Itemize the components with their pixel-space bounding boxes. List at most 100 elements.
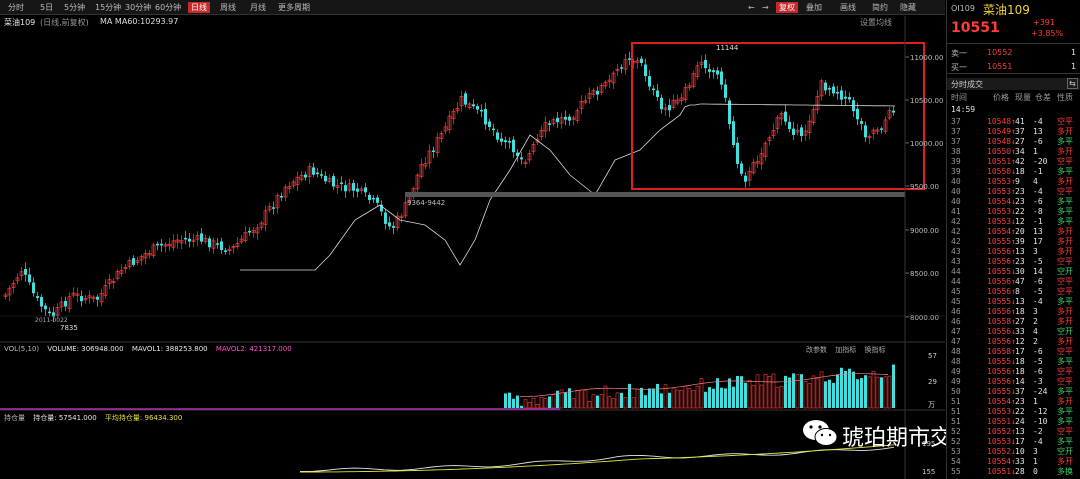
trade-second: 48 [951, 357, 961, 366]
volume-bar [599, 394, 604, 409]
candle-body [771, 130, 776, 137]
draw-button[interactable]: 画线 [840, 3, 856, 12]
trade-second: 44 [951, 267, 961, 276]
candle-body [356, 188, 359, 192]
trade-oi-change: -5 [1033, 257, 1043, 266]
expand-icon[interactable]: ⇆ [1067, 78, 1078, 89]
volume-bar [836, 374, 839, 408]
candle-body [36, 296, 39, 298]
candle-body [299, 175, 304, 180]
trade-type: 多开 [1057, 237, 1073, 246]
candle-body [272, 207, 275, 209]
trade-price: 10552↓ [987, 447, 1016, 456]
volume-bar [587, 401, 592, 409]
candle-body [127, 259, 132, 267]
candle-body [191, 239, 196, 242]
hide-button[interactable]: 隐藏 [900, 3, 916, 12]
candle-body [224, 250, 227, 252]
trade-price: 10555↓ [987, 357, 1016, 366]
trade-row: 46 10556↑ 18 3 多开 [947, 306, 1080, 317]
candle-body [755, 161, 760, 164]
arrow-right-icon[interactable]: → [762, 3, 769, 12]
trade-second: 45 [951, 297, 961, 306]
trade-row: 43 10556↑ 13 3 多开 [947, 246, 1080, 257]
candle-body [388, 222, 391, 227]
simple-button[interactable]: 简约 [872, 3, 888, 12]
candle-body [263, 210, 268, 225]
tab-daily[interactable]: 日线 [188, 2, 210, 13]
quote-header: OI109 菜油109 10551 +391 +3.85% [947, 0, 1080, 44]
chart-mode: (日线,前复权) [40, 18, 89, 27]
candle-body [792, 128, 795, 135]
candle-body [119, 270, 124, 274]
candle-body [19, 271, 24, 277]
adjust-button[interactable]: 复权 [776, 2, 798, 13]
candle-body [156, 243, 159, 246]
trade-type: 空平 [1057, 117, 1073, 126]
trade-volume: 24 [1015, 417, 1025, 426]
candle-body [216, 243, 219, 245]
volume-bar [663, 384, 668, 409]
tab-5day[interactable]: 5日 [40, 3, 54, 12]
trade-volume: 22 [1015, 207, 1025, 216]
candle-body [559, 117, 564, 124]
overlay-button[interactable]: 叠加 [806, 3, 822, 12]
candle-body [432, 150, 435, 152]
trade-row: 45 10556↑ 8 -5 空平 [947, 286, 1080, 297]
trade-row: 53 10552↓ 10 3 空开 [947, 446, 1080, 457]
trade-second: 55 [951, 467, 961, 476]
period-toolbar: 分时 5日 5分钟 15分钟 30分钟 60分钟 日线 周线 月线 更多周期 ←… [0, 0, 945, 15]
volume-bar [811, 375, 816, 409]
trade-volume: 17 [1015, 437, 1025, 446]
trade-price: 10553↓ [987, 407, 1016, 416]
th-time: 时间 [951, 93, 967, 102]
volume-bar [724, 388, 727, 408]
tab-60min[interactable]: 60分钟 [155, 3, 182, 12]
volume-bars [504, 364, 895, 409]
candle-body [587, 93, 592, 99]
quote-price: 10551 [951, 20, 1000, 36]
trade-oi-change: 3 [1033, 307, 1038, 316]
volume-bar [880, 377, 883, 408]
tab-5min[interactable]: 5分钟 [64, 3, 86, 12]
candle-body [699, 61, 704, 65]
candle-body [447, 115, 452, 131]
tab-monthly[interactable]: 月线 [250, 3, 266, 12]
arrow-left-icon[interactable]: ← [748, 3, 755, 12]
trade-row: 40 10553↑ 9 4 多开 [947, 176, 1080, 187]
candle-body [283, 186, 288, 198]
tab-15min[interactable]: 15分钟 [95, 3, 122, 12]
tab-weekly[interactable]: 周线 [220, 3, 236, 12]
mavol1-line [519, 373, 889, 397]
trade-second: 42 [951, 237, 961, 246]
trade-volume: 22 [1015, 407, 1025, 416]
candle-body [83, 297, 88, 301]
ma-settings-button[interactable]: 设置均线 [860, 18, 892, 27]
volume-bar [871, 370, 876, 409]
trade-second: 39 [951, 157, 961, 166]
trade-price: 10550↑ [987, 147, 1016, 156]
add-indicator-button[interactable]: 加指标 [835, 346, 857, 354]
trade-type: 多开 [1057, 227, 1073, 236]
candle-body [320, 174, 323, 176]
tab-more-periods[interactable]: 更多周期 [278, 3, 310, 12]
candles [3, 51, 895, 322]
trade-second: 51 [951, 397, 961, 406]
trade-row: 49 10556↑ 18 -6 空平 [947, 366, 1080, 377]
quote-name: 菜油109 [983, 3, 1030, 17]
trades-title-bar: 分时成交 ⇆ [947, 78, 1080, 90]
trade-volume: 30 [1015, 267, 1025, 276]
tab-30min[interactable]: 30分钟 [125, 3, 152, 12]
trade-second: 37 [951, 127, 961, 136]
volume-bar [539, 397, 544, 409]
candle-body [435, 137, 440, 153]
trade-price: 10548↓ [987, 137, 1016, 146]
volume-bar [699, 378, 704, 409]
swap-indicator-button[interactable]: 换指标 [864, 346, 886, 354]
trade-volume: 10 [1015, 447, 1025, 456]
edit-params-button[interactable]: 改参数 [806, 346, 827, 354]
tab-intraday[interactable]: 分时 [8, 3, 24, 12]
volume-bar [644, 395, 647, 408]
candle-body [527, 153, 532, 161]
volume-bar [807, 383, 812, 409]
